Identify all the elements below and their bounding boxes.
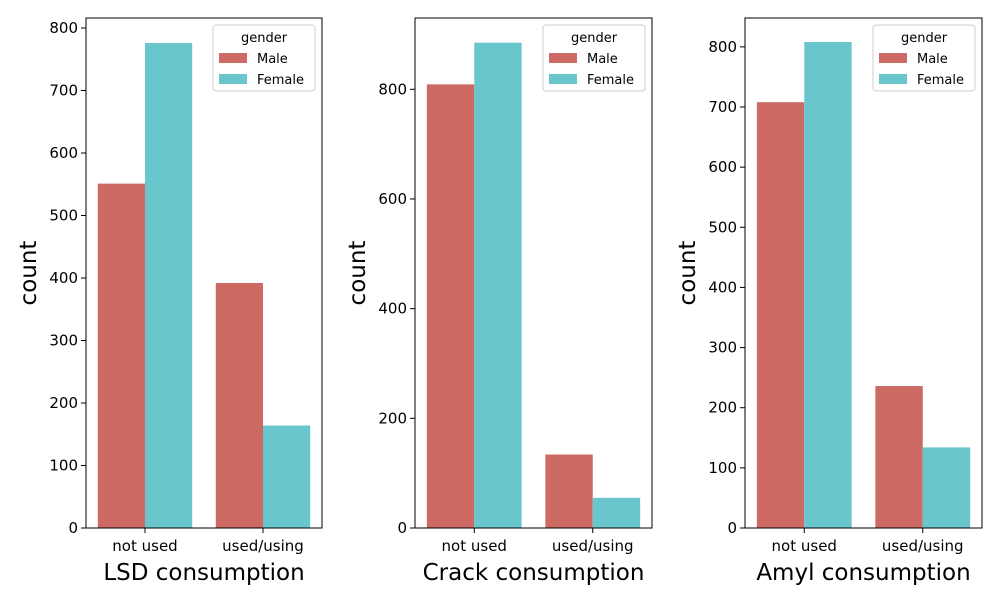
y-tick-label: 300 — [49, 332, 78, 350]
y-axis-label: count — [675, 241, 701, 306]
y-tick-label: 400 — [378, 300, 407, 318]
x-tick-label: not used — [772, 537, 837, 555]
legend: gender Male Female — [212, 24, 316, 92]
x-tick-label: used/using — [882, 537, 964, 555]
legend-title: gender — [901, 31, 948, 46]
bar-female-0 — [145, 43, 193, 528]
axes-frame — [744, 17, 983, 529]
x-tick-label: not used — [112, 537, 177, 555]
bar-female-1 — [263, 425, 311, 528]
y-tick-label: 200 — [49, 394, 78, 412]
bar-male-1 — [215, 283, 263, 528]
bar-male-1 — [875, 386, 923, 528]
x-tick-label: not used — [442, 537, 507, 555]
chart-lsd: 0 100 200 300 400 500 600 700 800 not used used/us… — [16, 17, 323, 586]
y-tick-label: 700 — [708, 98, 737, 116]
legend-label-female: Female — [257, 73, 304, 88]
legend-title: gender — [241, 31, 288, 46]
y-tick-label: 500 — [708, 218, 737, 236]
legend: gender Male Female — [872, 24, 976, 92]
x-axis-label: LSD consumption — [103, 560, 304, 586]
legend: gender Male Female — [542, 24, 646, 92]
legend-title: gender — [571, 31, 618, 46]
legend-swatch-male — [549, 53, 577, 63]
legend-label-female: Female — [917, 73, 964, 88]
y-tick-label: 800 — [49, 19, 78, 37]
y-tick-label: 500 — [49, 207, 78, 225]
bar-male-0 — [426, 84, 475, 529]
bar-female-0 — [474, 42, 522, 528]
legend-swatch-female — [879, 74, 907, 84]
axes-frame — [414, 17, 653, 529]
bar-male-1 — [545, 454, 593, 528]
y-tick-label: 800 — [708, 38, 737, 56]
x-tick-label: used/using — [552, 537, 634, 555]
y-tick-label: 200 — [708, 399, 737, 417]
x-axis-label: Amyl consumption — [756, 560, 970, 586]
y-tick-label: 300 — [708, 339, 737, 357]
legend-swatch-female — [549, 74, 577, 84]
y-tick-label: 600 — [708, 158, 737, 176]
y-tick-label: 0 — [397, 519, 407, 537]
y-tick-label: 200 — [378, 409, 407, 427]
legend-label-female: Female — [587, 73, 634, 88]
bar-male-0 — [97, 183, 145, 528]
bar-female-0 — [804, 42, 852, 528]
y-tick-label: 700 — [49, 82, 78, 100]
y-tick-label: 100 — [49, 457, 78, 475]
legend-label-male: Male — [917, 52, 948, 67]
legend-swatch-male — [219, 53, 247, 63]
y-tick-label: 0 — [68, 519, 78, 537]
y-tick-label: 0 — [727, 519, 737, 537]
y-tick-label: 100 — [708, 459, 737, 477]
y-tick-label: 600 — [49, 144, 78, 162]
y-tick-label: 800 — [378, 80, 407, 98]
y-tick-label: 400 — [708, 278, 737, 296]
legend-label-male: Male — [257, 52, 288, 67]
bar-female-1 — [592, 497, 641, 528]
y-tick-label: 600 — [378, 190, 407, 208]
legend-label-male: Male — [587, 52, 618, 67]
bar-male-0 — [756, 102, 805, 528]
y-axis-label: count — [345, 241, 371, 306]
chart-amyl: 0 100 200 300 400 500 600 700 800 not used used/us… — [675, 17, 983, 586]
x-tick-label: used/using — [222, 537, 304, 555]
axes-frame — [85, 17, 323, 529]
y-tick-label: 400 — [49, 269, 78, 287]
y-axis-label: count — [16, 241, 42, 306]
legend-swatch-male — [879, 53, 907, 63]
chart-crack: 0 200 400 600 800 not used used/using Crack con… — [345, 17, 653, 586]
legend-swatch-female — [219, 74, 247, 84]
x-axis-label: Crack consumption — [423, 560, 645, 586]
bar-female-1 — [922, 447, 971, 528]
